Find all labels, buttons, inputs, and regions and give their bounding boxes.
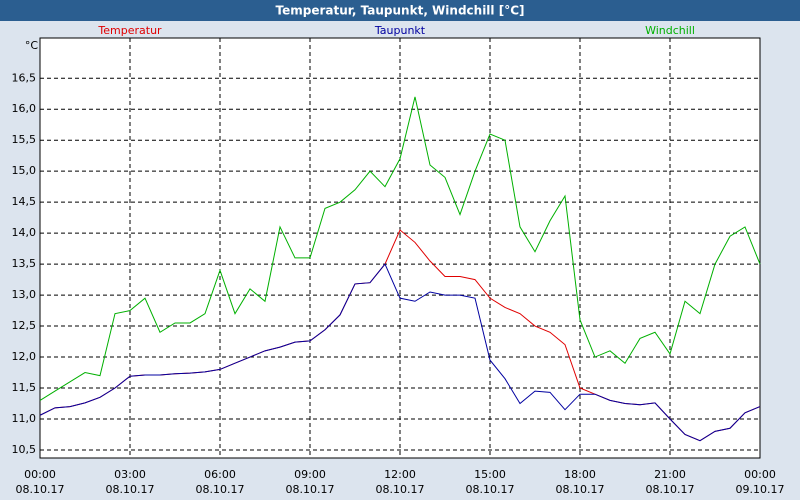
x-tick-date: 08.10.17 — [196, 483, 245, 496]
x-tick-label: 03:00 — [114, 468, 146, 481]
x-tick-date: 08.10.17 — [376, 483, 425, 496]
y-tick-label: 12,0 — [12, 350, 37, 363]
y-tick-label: 13,5 — [12, 257, 37, 270]
y-tick-label: 15,0 — [12, 164, 37, 177]
y-tick-label: 16,5 — [12, 71, 37, 84]
x-tick-label: 00:00 — [744, 468, 776, 481]
x-tick-date: 08.10.17 — [466, 483, 515, 496]
y-tick-label: 12,5 — [12, 319, 37, 332]
y-tick-label: 14,0 — [12, 226, 37, 239]
x-tick-label: 18:00 — [564, 468, 596, 481]
x-tick-date: 08.10.17 — [16, 483, 65, 496]
chart-title: Temperatur, Taupunkt, Windchill [°C] — [276, 4, 525, 18]
y-tick-label: 10,5 — [12, 443, 37, 456]
legend-entry: Temperatur — [97, 24, 162, 37]
y-tick-label: 14,5 — [12, 195, 37, 208]
x-tick-date: 08.10.17 — [286, 483, 335, 496]
x-tick-label: 12:00 — [384, 468, 416, 481]
x-tick-label: 21:00 — [654, 468, 686, 481]
x-tick-label: 09:00 — [294, 468, 326, 481]
y-tick-label: 13,0 — [12, 288, 37, 301]
x-tick-date: 08.10.17 — [106, 483, 155, 496]
y-tick-label: 11,0 — [12, 412, 37, 425]
series-line — [39, 96, 761, 401]
x-tick-date: 08.10.17 — [556, 483, 605, 496]
x-tick-date: 08.10.17 — [646, 483, 695, 496]
y-tick-label: 16,0 — [12, 102, 37, 115]
y-unit: °C — [25, 39, 39, 52]
x-tick-label: 06:00 — [204, 468, 236, 481]
title-bar — [0, 0, 800, 21]
x-tick-date: 09.10.17 — [736, 483, 785, 496]
x-tick-label: 00:00 — [24, 468, 56, 481]
y-tick-label: 11,5 — [12, 381, 37, 394]
legend-entry: Windchill — [645, 24, 695, 37]
series-line — [39, 263, 761, 442]
y-tick-label: 15,5 — [12, 133, 37, 146]
x-tick-label: 15:00 — [474, 468, 506, 481]
legend-entry: Taupunkt — [374, 24, 426, 37]
